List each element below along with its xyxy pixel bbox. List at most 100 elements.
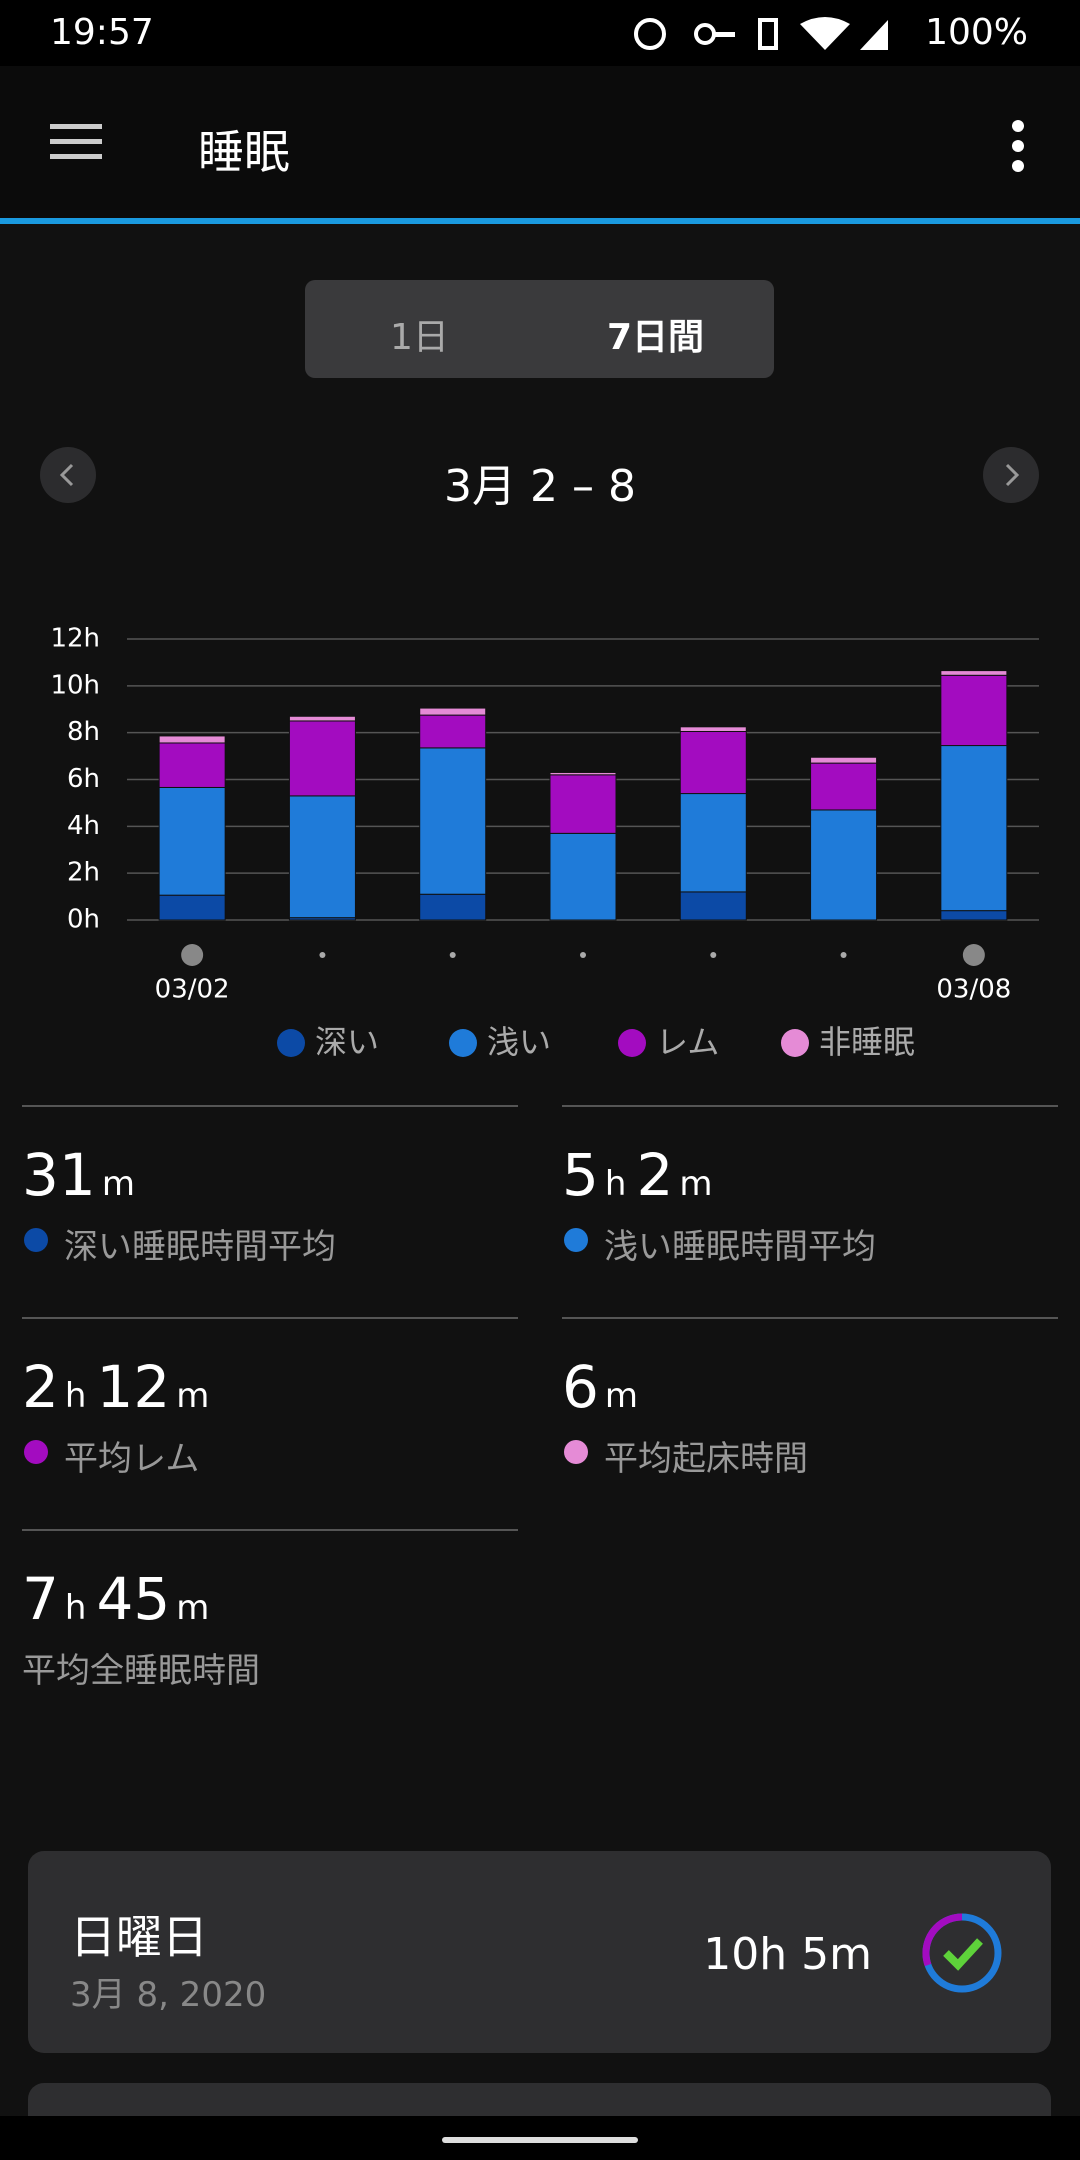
x-dot bbox=[319, 952, 326, 958]
bar-segment bbox=[158, 894, 226, 921]
day-card[interactable]: 日曜日 3月 8, 2020 10h 5m bbox=[28, 1851, 1051, 2053]
y-tick-label: 0h bbox=[67, 905, 100, 935]
stat-number: 2 bbox=[636, 1141, 674, 1209]
stat-label: 平均レム bbox=[64, 1439, 200, 1479]
more-button[interactable] bbox=[1006, 118, 1030, 174]
stat-number: 7 bbox=[22, 1565, 59, 1633]
stat-unit: m bbox=[604, 1376, 639, 1416]
stat-unit: m bbox=[176, 1588, 210, 1628]
card-duration: 10h 5m bbox=[703, 1929, 872, 1980]
x-dot bbox=[962, 944, 985, 966]
bar-segment bbox=[679, 726, 747, 732]
menu-button[interactable] bbox=[50, 122, 104, 162]
stat-dot bbox=[24, 1440, 48, 1464]
stat-unit: h bbox=[604, 1164, 627, 1204]
stat-value: 31 m bbox=[22, 1141, 145, 1209]
clock: 19:57 bbox=[50, 12, 154, 53]
bar-segment bbox=[679, 891, 747, 921]
stat: 6 m 平均起床時間 bbox=[562, 1317, 1058, 1519]
x-dot bbox=[449, 952, 456, 958]
stat-number: 6 bbox=[562, 1353, 599, 1421]
bar-segment bbox=[158, 742, 226, 788]
stat: 7 h 45 m 平均全睡眠時間 bbox=[22, 1529, 518, 1731]
x-dot bbox=[580, 952, 586, 958]
stat: 2 h 12 m 平均レム bbox=[22, 1317, 518, 1519]
bar-segment bbox=[158, 786, 226, 896]
bar-segment bbox=[940, 745, 1008, 912]
bar-segment bbox=[549, 771, 617, 776]
stat-number: 5 bbox=[562, 1141, 599, 1209]
bar-segment bbox=[288, 795, 356, 919]
legend-label: 浅い bbox=[487, 1023, 551, 1061]
stat-label: 平均全睡眠時間 bbox=[22, 1651, 260, 1691]
stat-label: 平均起床時間 bbox=[604, 1439, 808, 1479]
stat-value: 7 h 45 m bbox=[22, 1565, 219, 1633]
legend-label: 深い bbox=[315, 1023, 379, 1061]
x-tick-label: 03/02 bbox=[155, 975, 230, 1005]
y-tick-label: 8h bbox=[67, 717, 100, 747]
bar-segment bbox=[288, 715, 356, 722]
tab-week[interactable]: 7日間 bbox=[607, 317, 705, 358]
stat-value: 2 h 12 m bbox=[22, 1353, 219, 1421]
stat: 31 m 深い睡眠時間平均 bbox=[22, 1105, 518, 1307]
status-bar: 19:57 100% bbox=[0, 0, 1080, 66]
stat-unit: h bbox=[64, 1588, 87, 1628]
stat-dot bbox=[24, 1228, 48, 1252]
stat: 5 h 2 m 浅い睡眠時間平均 bbox=[562, 1105, 1058, 1307]
home-handle[interactable] bbox=[442, 2137, 638, 2143]
stat-label: 浅い睡眠時間平均 bbox=[604, 1227, 876, 1267]
bar-segment bbox=[810, 809, 878, 921]
chart: 0h 2h 4h 6h 8h 10h 12h 03/02 03/08 深い 浅い レム 非睡眠 bbox=[50, 624, 1039, 1061]
battery-level: 100% bbox=[925, 12, 1028, 53]
x-dot bbox=[840, 952, 847, 958]
accent-line bbox=[0, 218, 1080, 224]
stat-number: 12 bbox=[96, 1353, 171, 1421]
bar-segment bbox=[419, 707, 487, 716]
date-range: 3月 2 – 8 bbox=[444, 461, 636, 512]
y-tick-label: 12h bbox=[50, 624, 100, 654]
status-icons bbox=[634, 17, 888, 50]
legend-swatch bbox=[277, 1029, 305, 1057]
stat-number: 2 bbox=[22, 1353, 59, 1421]
stat-unit: m bbox=[679, 1164, 713, 1204]
x-tick-label: 03/08 bbox=[936, 975, 1011, 1005]
stat-unit: m bbox=[101, 1164, 135, 1204]
app-bar: 睡眠 bbox=[0, 66, 1080, 220]
legend-label: 非睡眠 bbox=[819, 1023, 915, 1061]
bar-segment bbox=[940, 910, 1008, 921]
bar-segment bbox=[419, 893, 487, 921]
y-tick-label: 2h bbox=[67, 858, 100, 888]
legend-swatch bbox=[449, 1029, 477, 1057]
y-tick-label: 4h bbox=[67, 811, 100, 841]
sleep-check-icon bbox=[922, 1913, 1002, 1993]
stat-unit: m bbox=[176, 1376, 210, 1416]
stat-number: 31 bbox=[22, 1141, 96, 1209]
y-tick-label: 6h bbox=[67, 764, 100, 794]
stat-dot bbox=[564, 1440, 588, 1464]
stat-unit: h bbox=[64, 1376, 87, 1416]
x-dot bbox=[710, 952, 717, 958]
next-button[interactable] bbox=[983, 447, 1039, 503]
stat-number: 45 bbox=[96, 1565, 171, 1633]
prev-button[interactable] bbox=[40, 447, 96, 503]
stat-label: 深い睡眠時間平均 bbox=[64, 1227, 336, 1267]
bar-segment bbox=[549, 774, 617, 834]
bar-segment bbox=[288, 720, 356, 797]
nav-bar bbox=[0, 2116, 1080, 2160]
bar-segment bbox=[158, 735, 226, 744]
range-toggle: 1日 7日間 bbox=[305, 280, 774, 378]
bar-segment bbox=[419, 747, 487, 895]
bar-segment bbox=[679, 730, 747, 795]
y-tick-label: 10h bbox=[50, 670, 100, 700]
legend-swatch bbox=[781, 1029, 809, 1057]
bar-segment bbox=[549, 832, 617, 921]
bar-segment bbox=[419, 714, 487, 749]
card-day: 日曜日 bbox=[70, 1910, 208, 1964]
bar-segment bbox=[940, 674, 1008, 747]
app-title: 睡眠 bbox=[198, 125, 290, 179]
tab-day[interactable]: 1日 bbox=[390, 317, 449, 358]
card-date: 3月 8, 2020 bbox=[70, 1975, 267, 2015]
